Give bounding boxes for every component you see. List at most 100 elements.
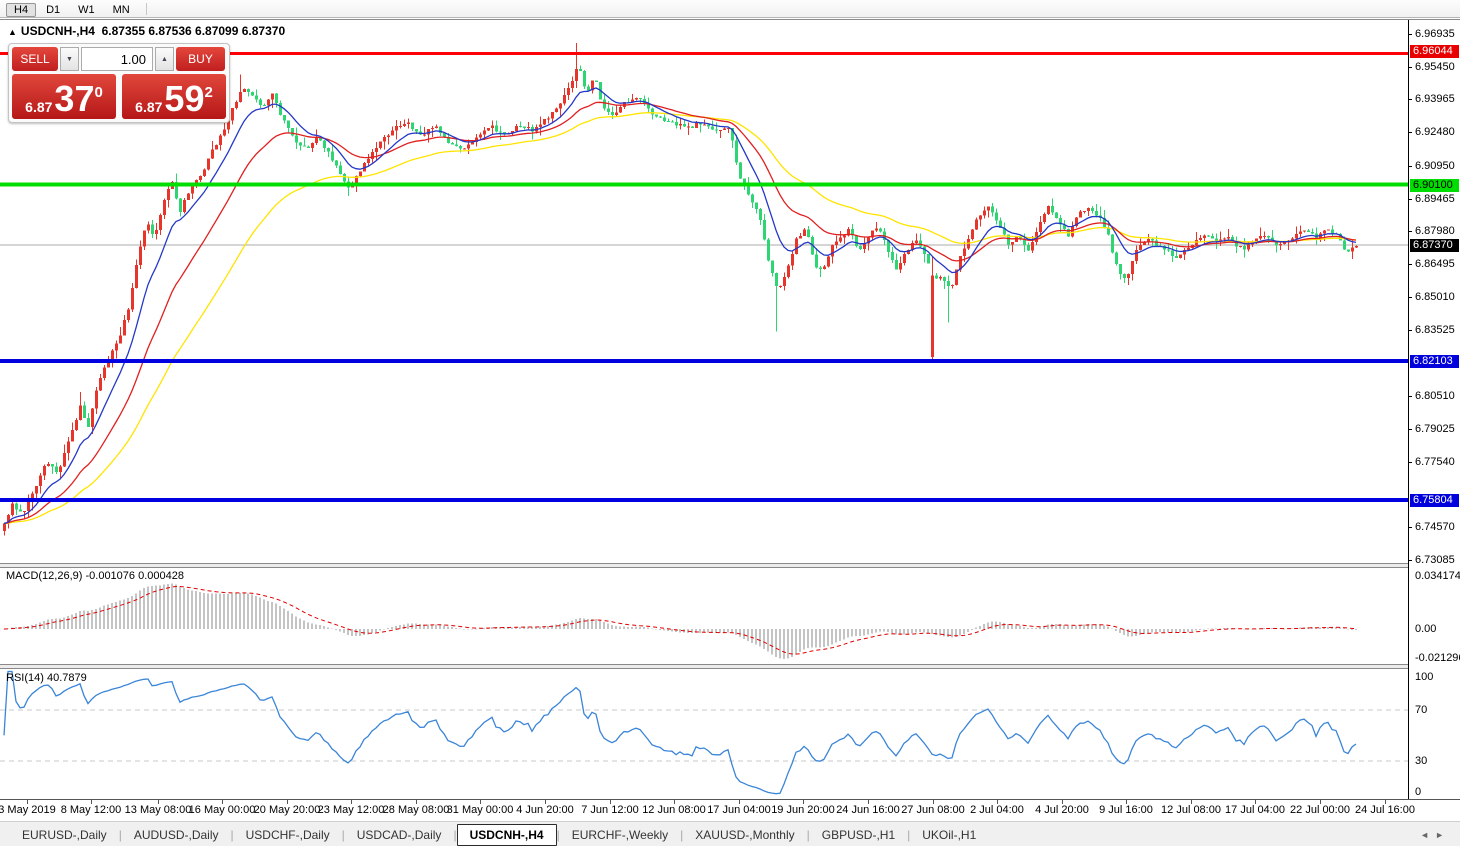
buy-button[interactable]: BUY	[176, 47, 225, 71]
tab-usdcad-daily[interactable]: USDCAD-,Daily	[356, 827, 442, 842]
sell-price-tile[interactable]: 6.87 37 0	[12, 74, 116, 119]
scale-tick	[1408, 231, 1412, 232]
volume-increase-button[interactable]: ▲	[155, 47, 174, 71]
rsi-tick-label: 100	[1415, 671, 1434, 683]
time-label: 27 Jun 08:00	[901, 804, 965, 816]
time-tick	[1191, 800, 1192, 804]
rsi-indicator-label: RSI(14) 40.7879	[6, 672, 87, 684]
tab-usdcnh-h4[interactable]: USDCNH-,H4	[456, 823, 557, 846]
volume-input[interactable]	[81, 47, 153, 71]
price-tick-label: 6.89465	[1415, 193, 1455, 205]
scale-tick	[1408, 330, 1412, 331]
time-label: 2 Jul 04:00	[970, 804, 1024, 816]
volume-decrease-button[interactable]: ▼	[60, 47, 79, 71]
chevron-down-icon: ▼	[66, 55, 73, 63]
time-tick	[610, 800, 611, 804]
price-tick-label: 6.93965	[1415, 93, 1455, 105]
scale-tick	[1408, 166, 1412, 167]
tab-eurchf-weekly[interactable]: EURCHF-,Weekly	[571, 827, 669, 842]
scroll-left-icon[interactable]: ◄	[1420, 830, 1436, 840]
tab-separator: |	[907, 827, 911, 842]
time-label: 4 Jul 20:00	[1035, 804, 1089, 816]
timeframe-button-mn[interactable]: MN	[112, 3, 130, 16]
chart-tabs: EURUSD-,Daily | AUDUSD-,Daily | USDCHF-,Dail…	[10, 823, 988, 846]
rsi-chart-canvas[interactable]	[0, 669, 1408, 799]
timeframe-button-h4[interactable]: H4	[6, 2, 37, 17]
symbol-label: USDCNH-,H4	[20, 24, 95, 38]
collapse-arrow-icon[interactable]: ▲	[8, 27, 17, 37]
time-tick	[933, 800, 934, 804]
sell-price-big: 37	[54, 78, 95, 119]
time-tick	[91, 800, 92, 804]
one-click-trading-panel: SELL ▼ ▲ BUY 6.87 37 0 6.87 59 2	[8, 43, 230, 123]
time-tick	[674, 800, 675, 804]
scale-tick	[1408, 527, 1412, 528]
timeframe-button-w1[interactable]: W1	[78, 3, 95, 16]
tab-ukoil-h1[interactable]: UKOil-,H1	[922, 827, 977, 842]
price-badge: 6.75804	[1410, 494, 1459, 507]
time-tick	[480, 800, 481, 804]
price-tick-label: 6.73085	[1415, 554, 1455, 566]
scale-tick	[1408, 67, 1412, 68]
time-label: 13 May 08:00	[124, 804, 192, 816]
chart-window: ▲ USDCNH-,H4 6.87355 6.87536 6.87099 6.87…	[0, 19, 1460, 846]
tab-xauusd-monthly[interactable]: XAUUSD-,Monthly	[695, 827, 795, 842]
price-badge: 6.82103	[1410, 355, 1459, 368]
macd-chart-canvas[interactable]	[0, 568, 1408, 664]
price-tick-label: 6.74570	[1415, 521, 1455, 533]
tab-audusd-daily[interactable]: AUDUSD-,Daily	[133, 827, 219, 842]
ohlc-values: 6.87355 6.87536 6.87099 6.87370	[101, 24, 286, 38]
rsi-tick-label: 70	[1415, 704, 1428, 716]
price-tick-label: 6.85010	[1415, 291, 1455, 303]
tab-eurusd-daily[interactable]: EURUSD-,Daily	[22, 827, 107, 842]
time-tick	[351, 800, 352, 804]
pane-splitter[interactable]	[0, 563, 1460, 568]
time-tick	[868, 800, 869, 804]
sell-button[interactable]: SELL	[12, 47, 58, 71]
buy-price-big: 59	[164, 78, 205, 119]
chevron-up-icon: ▲	[161, 55, 168, 63]
time-tick	[416, 800, 417, 804]
tab-scroll-arrows[interactable]: ◄►	[1420, 830, 1450, 840]
time-label: 24 Jun 16:00	[836, 804, 900, 816]
price-tick-label: 6.86495	[1415, 258, 1455, 270]
price-scale[interactable]: 6.96935 6.95450 6.93965 6.92480 6.90950 6.894…	[1408, 20, 1460, 800]
scale-tick	[1408, 199, 1412, 200]
price-tick-label: 6.92480	[1415, 126, 1455, 138]
tab-separator: |	[453, 827, 457, 842]
scroll-right-icon[interactable]: ►	[1435, 830, 1450, 840]
time-label: 19 Jun 20:00	[771, 804, 835, 816]
timeframe-toolbar: H4 D1 W1 MN	[0, 0, 1460, 18]
macd-indicator-label: MACD(12,26,9) -0.001076 0.000428	[6, 570, 184, 582]
scale-tick	[1408, 396, 1412, 397]
tab-separator: |	[341, 827, 345, 842]
time-tick	[997, 800, 998, 804]
time-label: 8 May 12:00	[60, 804, 122, 816]
scale-tick	[1408, 99, 1412, 100]
tab-gbpusd-h1[interactable]: GBPUSD-,H1	[821, 827, 896, 842]
time-label: 4 Jun 20:00	[516, 804, 574, 816]
timeframe-button-d1[interactable]: D1	[46, 3, 61, 16]
price-tick-label: 6.83525	[1415, 324, 1455, 336]
time-label: 31 May 00:00	[446, 804, 514, 816]
price-tick-label: 6.79025	[1415, 423, 1455, 435]
time-label: 12 Jul 08:00	[1161, 804, 1221, 816]
time-tick	[1255, 800, 1256, 804]
time-label: 24 Jul 16:00	[1355, 804, 1415, 816]
time-tick	[545, 800, 546, 804]
buy-price-small: 6.87	[135, 99, 163, 115]
scale-tick	[1408, 297, 1412, 298]
pane-splitter[interactable]	[0, 664, 1460, 669]
time-tick	[1385, 800, 1386, 804]
time-axis[interactable]: 3 May 2019 8 May 12:00 13 May 08:00 16 May …	[0, 799, 1460, 821]
time-label: 12 Jun 08:00	[642, 804, 706, 816]
tab-usdchf-daily[interactable]: USDCHF-,Daily	[245, 827, 330, 842]
macd-tick-label: 0.00	[1415, 623, 1437, 635]
tab-separator: |	[556, 827, 560, 842]
price-chart-canvas[interactable]	[0, 20, 1408, 563]
tab-separator: |	[680, 827, 684, 842]
timeframe-buttons: H4 D1 W1 MN	[6, 0, 140, 18]
buy-price-tile[interactable]: 6.87 59 2	[122, 74, 226, 119]
sell-price-small: 6.87	[25, 99, 53, 115]
